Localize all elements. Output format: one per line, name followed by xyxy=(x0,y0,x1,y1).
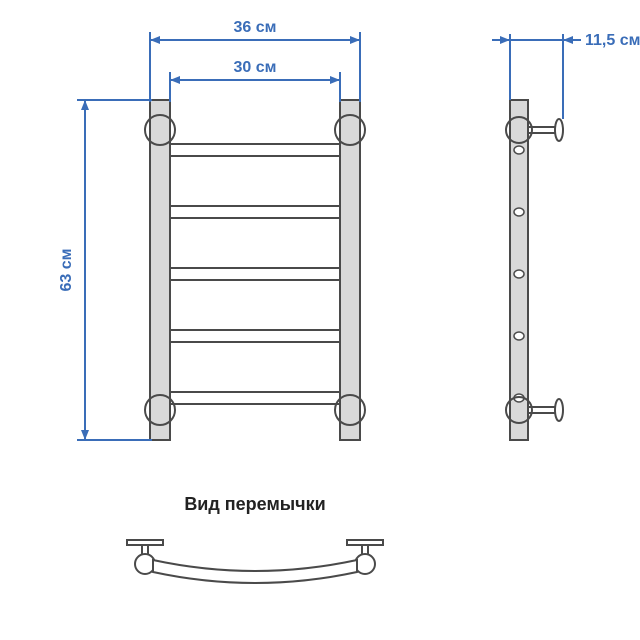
dim-width-inner-label: 30 см xyxy=(234,59,277,76)
rung-end xyxy=(514,270,524,278)
crossbar-caption: Вид перемычки xyxy=(184,494,325,514)
dim-width-outer-label: 36 см xyxy=(234,19,277,36)
front-view xyxy=(145,100,365,440)
rung-end xyxy=(514,332,524,340)
rung-end xyxy=(514,208,524,216)
dim-depth-label: 11,5 см xyxy=(585,32,640,49)
crossbar-tube xyxy=(153,560,357,583)
dim-height: 63 см xyxy=(58,100,152,440)
crossbar-view xyxy=(127,540,383,583)
side-view xyxy=(506,100,563,440)
rung xyxy=(170,268,340,280)
valve-handle xyxy=(555,399,563,421)
dim-height-label: 63 см xyxy=(58,249,75,292)
rung xyxy=(170,330,340,342)
right-tube xyxy=(340,100,360,440)
valve-handle xyxy=(555,119,563,141)
rung xyxy=(170,206,340,218)
rung-end xyxy=(514,146,524,154)
rung xyxy=(170,392,340,404)
dim-width-inner: 30 см xyxy=(170,59,340,102)
rung xyxy=(170,144,340,156)
left-tube xyxy=(150,100,170,440)
